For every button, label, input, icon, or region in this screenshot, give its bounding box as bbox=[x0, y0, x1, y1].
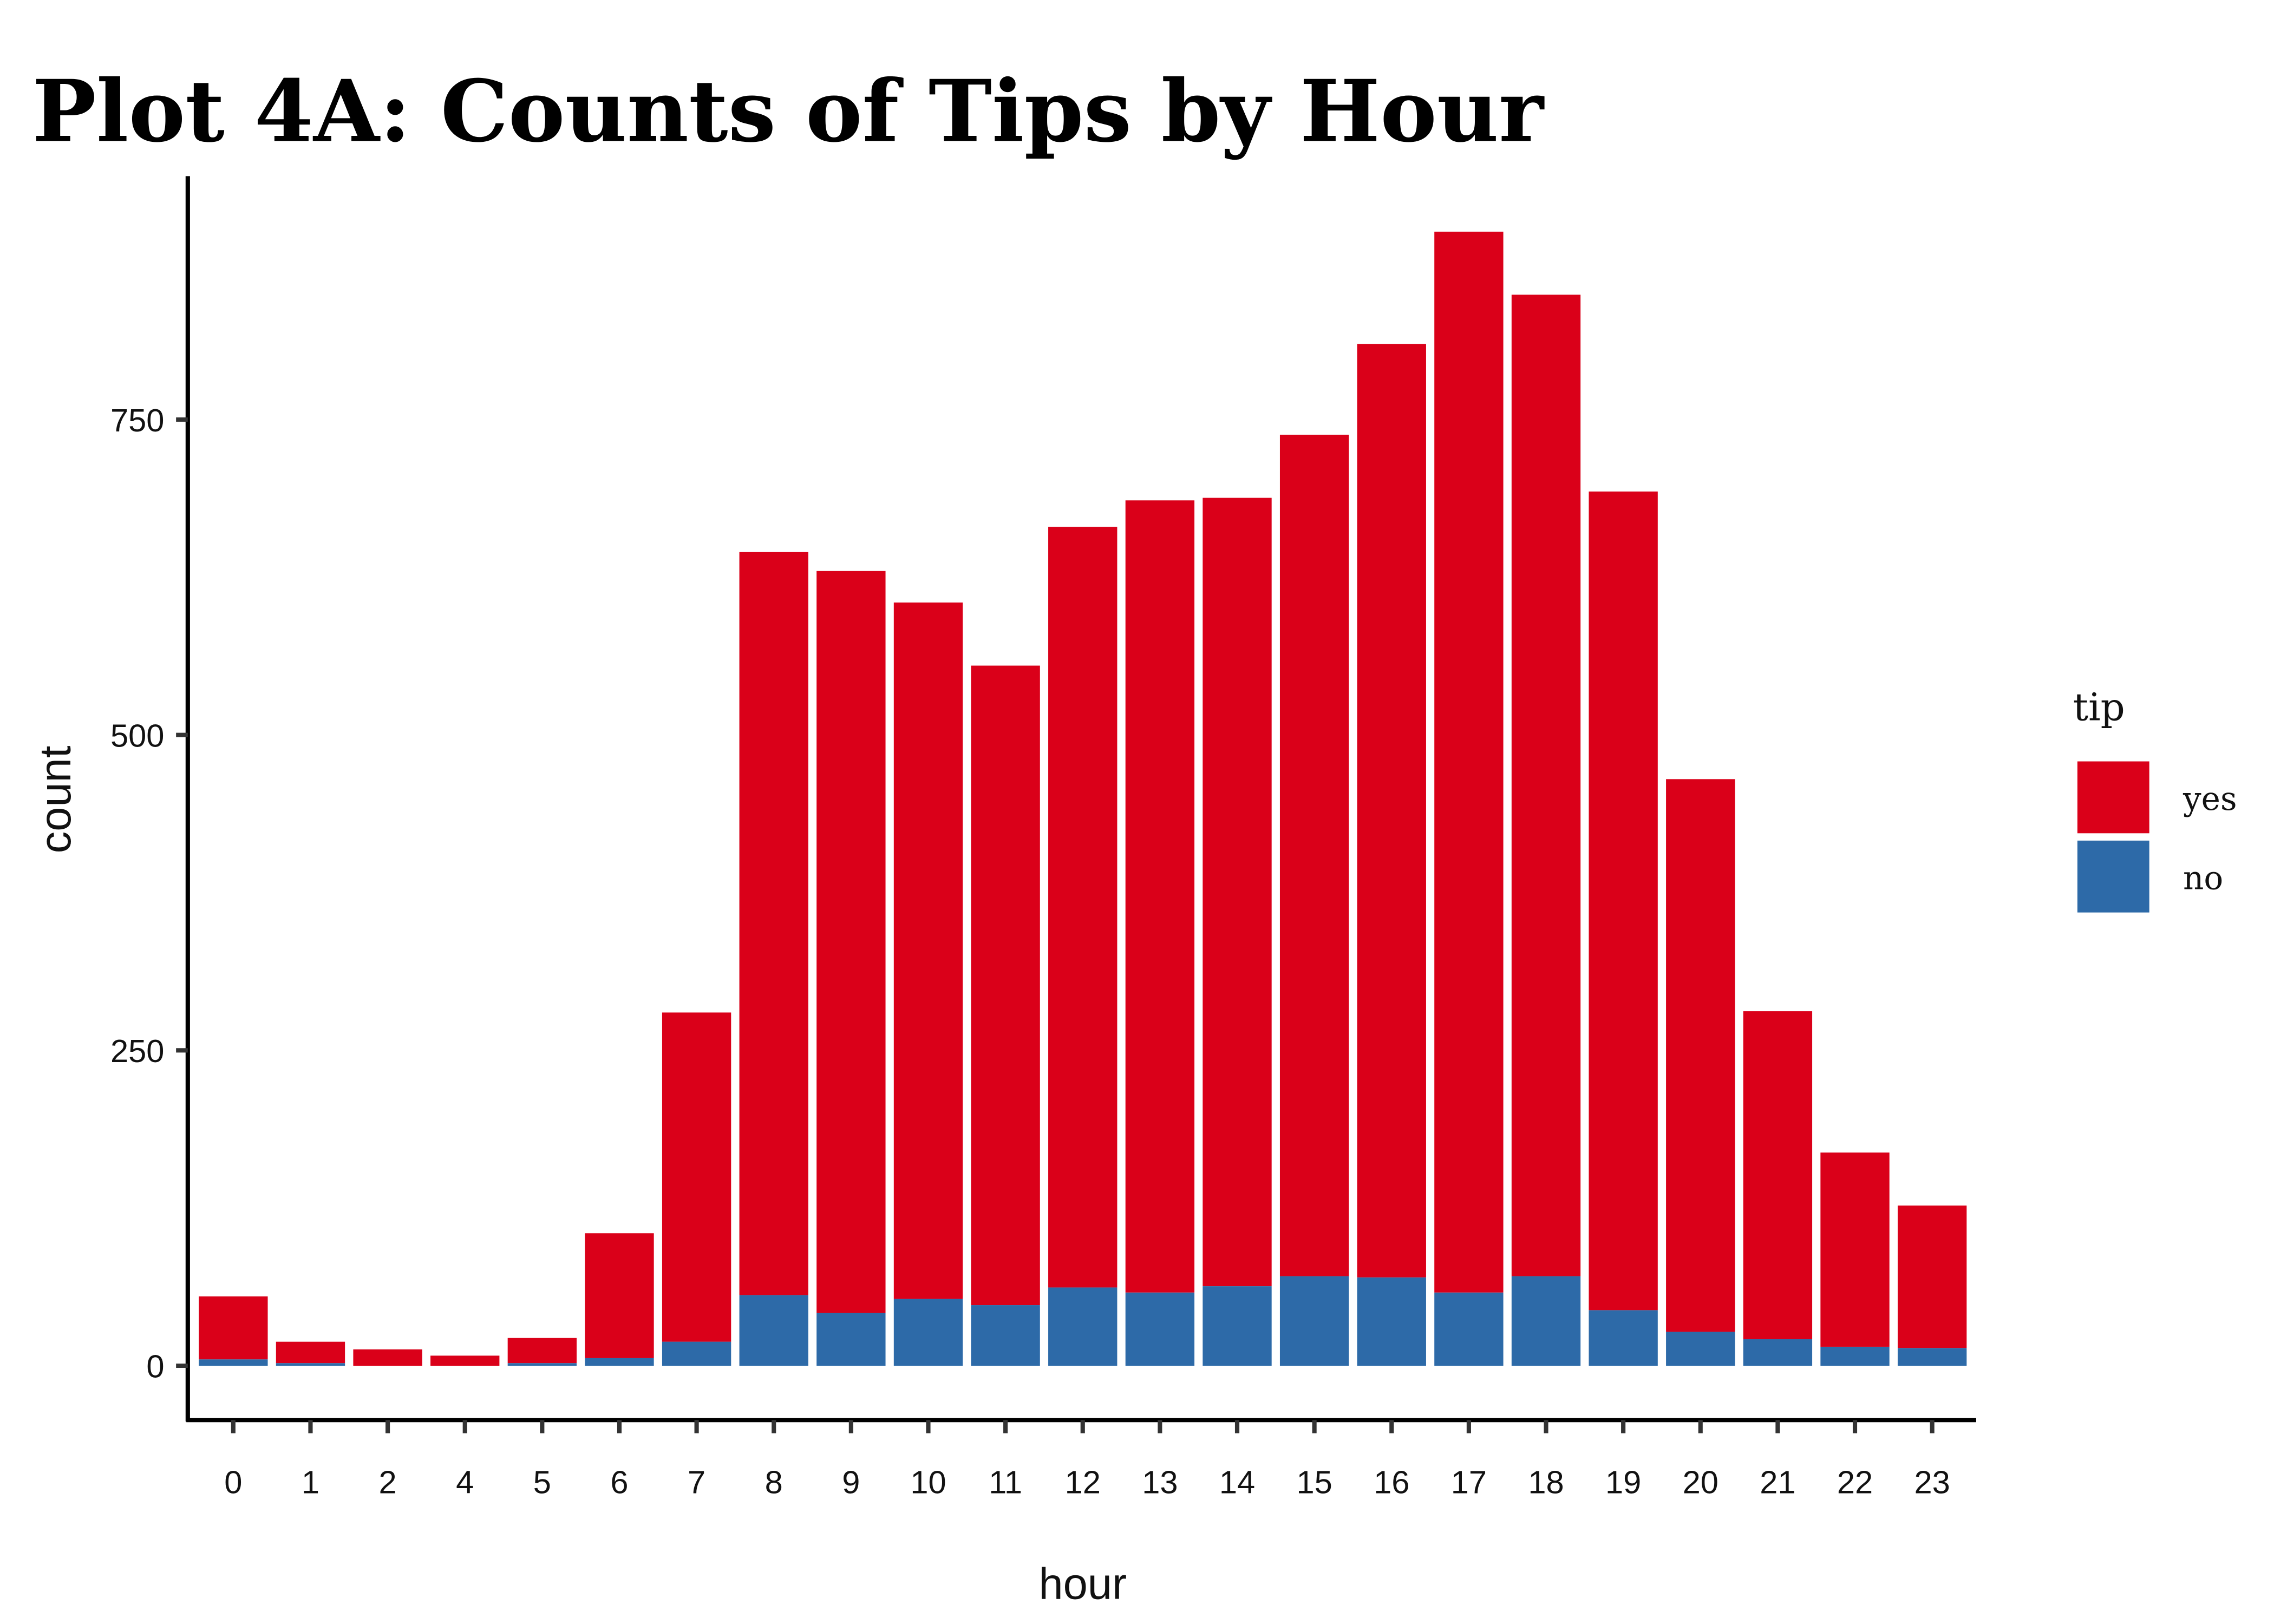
x-tick-label: 20 bbox=[1683, 1464, 1718, 1501]
bar-no-hour-6 bbox=[585, 1358, 654, 1366]
x-tick-label: 2 bbox=[379, 1464, 397, 1501]
bar-no-hour-20 bbox=[1666, 1331, 1735, 1366]
legend: tip yes no bbox=[2073, 685, 2237, 913]
y-tick-label: 250 bbox=[110, 1033, 164, 1069]
bar-no-hour-0 bbox=[199, 1359, 268, 1366]
x-tick-label: 6 bbox=[610, 1464, 628, 1501]
bar-no-hour-5 bbox=[507, 1363, 577, 1366]
bar-no-hour-15 bbox=[1279, 1276, 1349, 1366]
x-tick-label: 12 bbox=[1065, 1464, 1101, 1501]
bar-yes-hour-9 bbox=[816, 571, 886, 1313]
x-tick-label: 9 bbox=[842, 1464, 860, 1501]
bar-yes-hour-22 bbox=[1820, 1152, 1890, 1347]
bar-yes-hour-21 bbox=[1743, 1011, 1813, 1339]
bar-yes-hour-6 bbox=[585, 1233, 654, 1358]
bar-no-hour-19 bbox=[1589, 1310, 1658, 1366]
bar-yes-hour-13 bbox=[1125, 500, 1195, 1293]
bar-yes-hour-15 bbox=[1279, 435, 1349, 1276]
bar-yes-hour-20 bbox=[1666, 779, 1735, 1332]
x-tick-label: 19 bbox=[1605, 1464, 1641, 1501]
y-tick-label: 0 bbox=[146, 1348, 164, 1385]
bar-yes-hour-23 bbox=[1897, 1205, 1967, 1348]
x-tick-label: 8 bbox=[765, 1464, 783, 1501]
legend-label-yes: yes bbox=[2182, 781, 2237, 818]
bar-yes-hour-11 bbox=[971, 665, 1040, 1306]
x-axis-title: hour bbox=[1038, 1560, 1127, 1609]
y-tick-label: 500 bbox=[110, 717, 164, 754]
bars bbox=[199, 231, 1967, 1366]
bar-yes-hour-0 bbox=[199, 1296, 268, 1360]
x-tick-label: 0 bbox=[224, 1464, 242, 1501]
x-tick-label: 11 bbox=[989, 1464, 1022, 1501]
bar-no-hour-12 bbox=[1048, 1287, 1118, 1366]
bar-no-hour-8 bbox=[739, 1295, 808, 1366]
x-tick-label: 17 bbox=[1451, 1464, 1487, 1501]
bar-yes-hour-16 bbox=[1357, 344, 1426, 1278]
y-ticks: 0 250 500 750 bbox=[110, 402, 188, 1385]
bar-no-hour-23 bbox=[1897, 1348, 1967, 1366]
bar-yes-hour-18 bbox=[1511, 294, 1581, 1276]
bar-no-hour-22 bbox=[1820, 1346, 1890, 1366]
bar-no-hour-17 bbox=[1434, 1292, 1504, 1366]
bar-no-hour-7 bbox=[662, 1341, 731, 1366]
bar-no-hour-18 bbox=[1511, 1276, 1581, 1366]
x-tick-label: 7 bbox=[688, 1464, 705, 1501]
bar-no-hour-9 bbox=[816, 1313, 886, 1366]
x-tick-label: 15 bbox=[1296, 1464, 1332, 1501]
x-tick-label: 23 bbox=[1914, 1464, 1950, 1501]
bar-no-hour-10 bbox=[893, 1299, 963, 1366]
bar-no-hour-1 bbox=[276, 1363, 345, 1366]
bar-no-hour-11 bbox=[971, 1305, 1040, 1366]
bar-yes-hour-10 bbox=[893, 603, 963, 1299]
bar-yes-hour-8 bbox=[739, 552, 808, 1295]
bar-yes-hour-12 bbox=[1048, 527, 1118, 1288]
legend-swatch-yes bbox=[2077, 761, 2149, 834]
legend-label-no: no bbox=[2183, 860, 2223, 897]
bar-yes-hour-17 bbox=[1434, 231, 1504, 1293]
x-tick-label: 21 bbox=[1760, 1464, 1795, 1501]
x-ticks: 0 1 2 4 5 6 7 8 9 10 11 12 13 14 15 16 17 18 19 20 21 22 23 bbox=[224, 1420, 1950, 1501]
bar-yes-hour-7 bbox=[662, 1012, 731, 1342]
x-tick-label: 10 bbox=[910, 1464, 946, 1501]
x-tick-label: 4 bbox=[456, 1464, 474, 1501]
bar-yes-hour-14 bbox=[1203, 497, 1272, 1287]
bar-yes-hour-4 bbox=[430, 1355, 500, 1366]
legend-swatch-no bbox=[2077, 840, 2149, 913]
bar-yes-hour-1 bbox=[276, 1341, 345, 1364]
x-tick-label: 16 bbox=[1374, 1464, 1409, 1501]
x-tick-label: 14 bbox=[1219, 1464, 1255, 1501]
bar-yes-hour-19 bbox=[1589, 491, 1658, 1311]
x-tick-label: 5 bbox=[533, 1464, 551, 1501]
bar-no-hour-14 bbox=[1203, 1286, 1272, 1366]
chart-title: Plot 4A: Counts of Tips by Hour bbox=[32, 61, 1545, 161]
bar-yes-hour-5 bbox=[507, 1338, 577, 1364]
y-tick-label: 750 bbox=[110, 402, 164, 438]
legend-title: tip bbox=[2073, 685, 2125, 730]
x-tick-label: 22 bbox=[1837, 1464, 1873, 1501]
x-tick-label: 1 bbox=[302, 1464, 319, 1501]
x-tick-label: 13 bbox=[1142, 1464, 1178, 1501]
bar-no-hour-21 bbox=[1743, 1339, 1813, 1366]
x-tick-label: 18 bbox=[1528, 1464, 1564, 1501]
bar-yes-hour-2 bbox=[353, 1349, 422, 1366]
bar-no-hour-16 bbox=[1357, 1277, 1426, 1366]
bar-no-hour-13 bbox=[1125, 1292, 1195, 1366]
y-axis-title: count bbox=[31, 746, 80, 854]
